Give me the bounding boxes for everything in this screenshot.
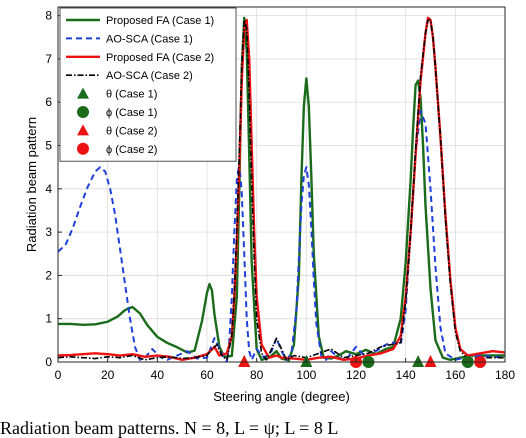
legend-swatch-triangle [77, 124, 89, 136]
x-tick-label: 60 [200, 368, 214, 382]
y-tick-label: 3 [45, 225, 52, 239]
legend-box [59, 7, 237, 162]
series-line-1 [58, 16, 505, 362]
x-tick-label: 0 [55, 368, 62, 382]
x-tick-label: 120 [346, 368, 366, 382]
x-tick-label: 180 [495, 368, 515, 382]
x-tick-label: 100 [296, 368, 316, 382]
theta-marker [424, 355, 437, 367]
series-group [58, 16, 505, 362]
y-tick-label: 7 [45, 52, 52, 66]
series-line-3 [58, 16, 505, 362]
legend-swatch-circle [77, 142, 89, 155]
legend-swatch-circle [77, 106, 89, 118]
y-axis-title: Radiation beam pattern [24, 117, 39, 252]
y-tick-label: 0 [45, 355, 52, 369]
x-tick-label: 40 [151, 368, 165, 382]
figure-caption: Radiation beam patterns. N = 8, L = ψ; L… [0, 418, 339, 438]
legend-label: Proposed FA (Case 1) [106, 15, 214, 27]
axes-frame [57, 6, 506, 363]
series-line-4 [58, 19, 505, 361]
theta-marker [238, 355, 251, 367]
legend-label: AO-SCA (Case 1) [106, 33, 193, 45]
y-tick-label: 5 [45, 139, 52, 153]
y-tick-label: 6 [45, 95, 52, 109]
y-tick-label: 1 [45, 312, 52, 326]
y-tick-label: 8 [45, 9, 52, 23]
legend-label: ϕ (Case 2) [106, 144, 157, 156]
legend: Proposed FA (Case 1) AO-SCA (Case 1) Propo… [59, 7, 237, 162]
legend-label: AO-SCA (Case 2) [106, 70, 193, 82]
x-tick-label: 80 [250, 368, 264, 382]
legend-label: θ (Case 1) [106, 89, 157, 101]
x-tick-label: 140 [396, 368, 416, 382]
y-tick-label: 4 [45, 182, 52, 196]
legend-label: θ (Case 2) [106, 125, 157, 137]
x-axis-title: Steering angle (degree) [213, 389, 350, 404]
legend-label: ϕ (Case 1) [106, 107, 157, 119]
legend-label: Proposed FA (Case 2) [106, 52, 214, 64]
x-tick-label: 160 [445, 368, 465, 382]
x-tick-label: 20 [101, 368, 115, 382]
y-tick-label: 2 [45, 268, 52, 282]
beam-pattern-chart: 0 20 40 60 80 100 120 140 160 180 0 1 2 3 4 5 6 7 8 Steerin… [24, 6, 515, 404]
theta-marker [412, 355, 425, 367]
series-line-2 [58, 109, 505, 362]
legend-swatch-triangle [77, 87, 89, 99]
